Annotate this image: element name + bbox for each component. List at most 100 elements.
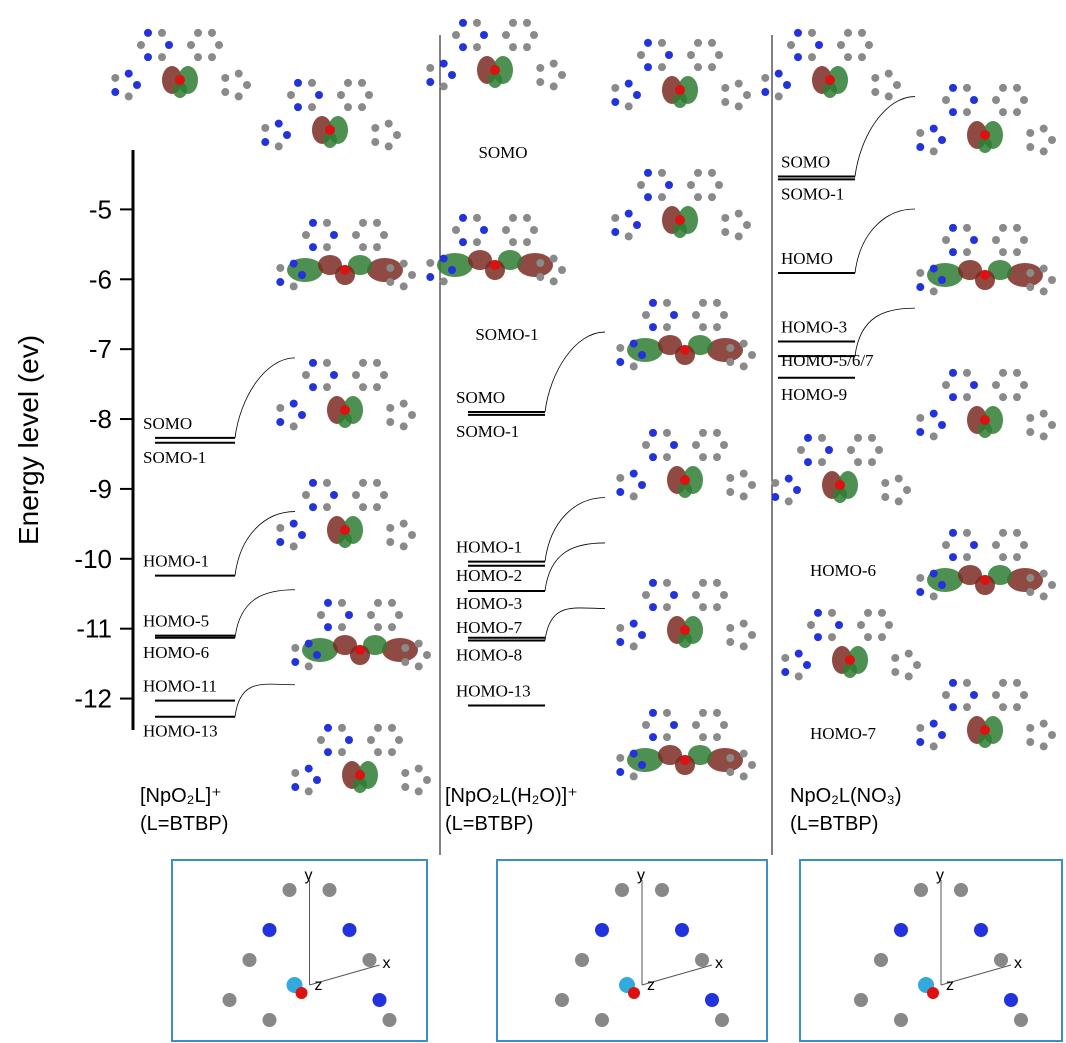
atom: [611, 214, 619, 222]
atom: [740, 750, 748, 758]
atom: [930, 125, 938, 133]
atom: [330, 491, 338, 499]
atom: [426, 64, 434, 72]
axis-name: y: [305, 867, 313, 884]
atom: [781, 668, 789, 676]
atom: [949, 703, 957, 711]
atom: [970, 381, 978, 389]
atom: [864, 609, 872, 617]
atom: [708, 63, 716, 71]
atom: [894, 923, 908, 937]
atom: [692, 721, 700, 729]
atom: [555, 993, 569, 1007]
atom: [323, 359, 331, 367]
atom: [338, 623, 346, 631]
atom: [374, 623, 382, 631]
atom: [243, 81, 251, 89]
y-tick-label: -7: [89, 334, 112, 364]
atom: [694, 169, 702, 177]
atom: [367, 736, 375, 744]
atom: [1048, 581, 1056, 589]
atom: [949, 84, 957, 92]
atom: [916, 588, 924, 596]
orbital-lobe: [707, 338, 743, 362]
atom: [628, 987, 640, 999]
atom: [385, 120, 393, 128]
atom: [1040, 742, 1048, 750]
atom: [994, 953, 1008, 967]
atom: [302, 371, 310, 379]
atom: [473, 238, 481, 246]
axis-name: x: [1014, 955, 1022, 972]
atom: [611, 84, 619, 92]
atom: [317, 611, 325, 619]
atom: [713, 323, 721, 331]
atom: [323, 383, 331, 391]
atom: [305, 640, 313, 648]
atom: [663, 429, 671, 437]
atom: [448, 71, 456, 79]
atom: [630, 750, 638, 758]
atom: [530, 31, 538, 39]
atom: [638, 351, 646, 359]
atom: [804, 434, 812, 442]
image-caption: SOMO: [478, 143, 527, 162]
atom: [644, 169, 652, 177]
atom: [459, 43, 467, 51]
atom: [857, 621, 865, 629]
atom: [401, 769, 409, 777]
connector: [235, 684, 295, 717]
atom: [352, 371, 360, 379]
atom: [735, 210, 743, 218]
atom: [386, 264, 394, 272]
atom: [1013, 108, 1021, 116]
atom: [748, 481, 756, 489]
image-caption: HOMO-6: [810, 561, 876, 580]
atom: [930, 265, 938, 273]
atom: [175, 75, 185, 85]
atom: [797, 446, 805, 454]
atom: [726, 344, 734, 352]
atom: [363, 953, 377, 967]
atom: [509, 238, 517, 246]
atom: [992, 691, 1000, 699]
atom: [949, 248, 957, 256]
atom: [942, 96, 950, 104]
atom: [291, 644, 299, 652]
atom: [916, 574, 924, 582]
atom: [373, 479, 381, 487]
atom: [380, 371, 388, 379]
atom: [803, 661, 811, 669]
atom: [949, 529, 957, 537]
atom: [999, 369, 1007, 377]
atom: [726, 488, 734, 496]
atom: [692, 311, 700, 319]
atom: [649, 323, 657, 331]
atom: [459, 214, 467, 222]
atom: [133, 81, 141, 89]
atom: [637, 51, 645, 59]
atom: [649, 429, 657, 437]
orbital-image: [276, 359, 416, 431]
atom: [694, 63, 702, 71]
atom: [355, 645, 365, 655]
atom: [949, 224, 957, 232]
orbital-image: [426, 214, 566, 286]
atom: [388, 724, 396, 732]
atom: [401, 644, 409, 652]
atom: [735, 232, 743, 240]
atom: [630, 470, 638, 478]
atom: [663, 299, 671, 307]
atom: [663, 579, 671, 587]
atom: [308, 79, 316, 87]
atom: [992, 541, 1000, 549]
level-label: HOMO-8: [456, 646, 522, 665]
atom: [625, 80, 633, 88]
atom: [344, 79, 352, 87]
atom: [1026, 738, 1034, 746]
atom: [642, 441, 650, 449]
level-label: HOMO-3: [456, 594, 522, 613]
atom: [642, 721, 650, 729]
atom: [980, 725, 990, 735]
atom: [663, 323, 671, 331]
